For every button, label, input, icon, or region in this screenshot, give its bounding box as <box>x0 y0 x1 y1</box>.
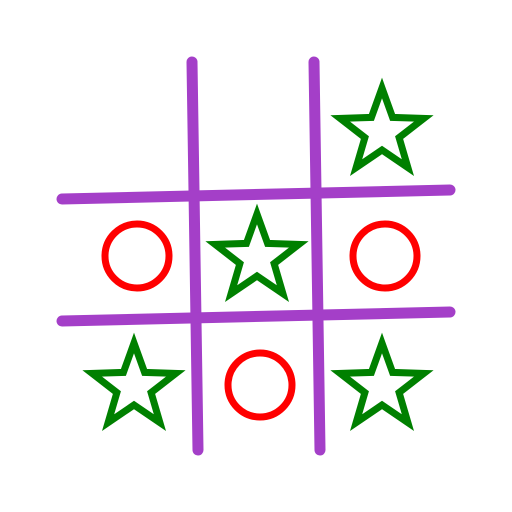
board-cell-r1-c3[interactable] <box>323 71 441 189</box>
board-cell-r1-c1[interactable] <box>75 71 193 189</box>
board-cell-r3-c3[interactable] <box>323 326 441 444</box>
cell-hit-area[interactable] <box>323 197 441 315</box>
board-cell-r2-c2[interactable] <box>198 197 316 315</box>
board-cell-r3-c1[interactable] <box>75 326 193 444</box>
cell-hit-area[interactable] <box>198 326 316 444</box>
grid-lines <box>56 56 456 456</box>
board-cell-r1-c2[interactable] <box>198 71 316 189</box>
star-mark-icon <box>205 203 309 302</box>
board-cell-r2-c3[interactable] <box>323 197 441 315</box>
grid-line-vertical-right <box>308 56 326 456</box>
cell-hit-area[interactable] <box>75 71 193 189</box>
grid-line-horizontal-bottom <box>56 306 456 327</box>
cell-hit-area[interactable] <box>75 197 193 315</box>
star-mark-icon <box>82 332 186 431</box>
board-cell-r2-c1[interactable] <box>75 197 193 315</box>
o-mark-icon <box>349 220 421 292</box>
o-mark-icon <box>224 349 296 421</box>
cell-hit-area[interactable] <box>198 71 316 189</box>
star-mark-icon <box>330 332 434 431</box>
o-mark-icon <box>101 220 173 292</box>
grid-line-vertical-left <box>186 56 204 456</box>
star-mark-icon <box>330 77 434 176</box>
board-cell-r3-c2[interactable] <box>198 326 316 444</box>
grid-line-horizontal-top <box>56 184 456 205</box>
board-cells <box>75 71 441 444</box>
